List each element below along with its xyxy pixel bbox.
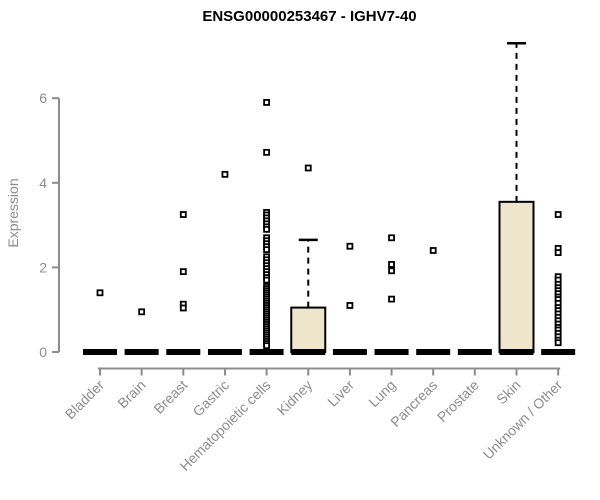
- x-tick-label: Breast: [150, 377, 190, 417]
- y-tick-label: 2: [39, 259, 47, 275]
- median-bar: [166, 349, 201, 355]
- x-tick-label: Lung: [365, 377, 398, 410]
- x-tick-label: Brain: [114, 377, 148, 411]
- box: [498, 200, 535, 353]
- x-tick-label: Skin: [493, 377, 524, 408]
- median-bar: [124, 349, 159, 355]
- outlier-point: [179, 268, 187, 276]
- outlier-point: [263, 342, 271, 350]
- median-bar: [249, 349, 284, 355]
- outlier-point: [554, 249, 562, 256]
- median-bar: [416, 349, 451, 355]
- median-bar: [457, 349, 492, 355]
- outlier-point: [304, 164, 312, 172]
- outlier-point: [346, 242, 354, 250]
- x-tick-label: Liver: [324, 377, 357, 410]
- outlier-point: [388, 295, 395, 303]
- outlier-point: [138, 308, 146, 316]
- median-bar: [499, 349, 534, 355]
- x-tick-label: Unknown / Other: [480, 377, 566, 463]
- chart-title: ENSG00000253467 - IGHV7-40: [202, 8, 417, 25]
- x-tick-label: Prostate: [434, 377, 482, 425]
- outlier-point: [263, 148, 271, 156]
- outlier-point: [263, 99, 271, 106]
- median-bar: [291, 349, 326, 355]
- y-tick-label: 4: [39, 175, 47, 191]
- outlier-point: [263, 225, 271, 233]
- outlier-point: [388, 267, 395, 275]
- outlier-point: [263, 276, 271, 284]
- median-bar: [83, 349, 117, 355]
- outlier-point: [179, 304, 187, 312]
- outlier-point: [429, 247, 437, 254]
- outlier-point: [179, 211, 187, 218]
- x-tick-label: Bladder: [62, 377, 108, 423]
- outlier-point: [388, 234, 395, 242]
- box: [290, 306, 327, 353]
- outlier-point: [221, 170, 229, 178]
- median-bar: [541, 349, 576, 355]
- outlier-point: [554, 339, 562, 347]
- outlier-point: [263, 246, 271, 254]
- outlier-point: [388, 261, 395, 268]
- outlier-point: [554, 211, 562, 218]
- median-bar: [332, 349, 367, 355]
- outlier-point: [346, 302, 354, 309]
- median-bar: [374, 349, 409, 355]
- median-bar: [207, 349, 242, 355]
- x-tick-label: Kidney: [274, 377, 316, 419]
- y-axis-label: Expression: [5, 178, 21, 248]
- y-tick-label: 0: [39, 344, 47, 360]
- y-tick-label: 6: [39, 90, 47, 106]
- outlier-point: [96, 289, 104, 297]
